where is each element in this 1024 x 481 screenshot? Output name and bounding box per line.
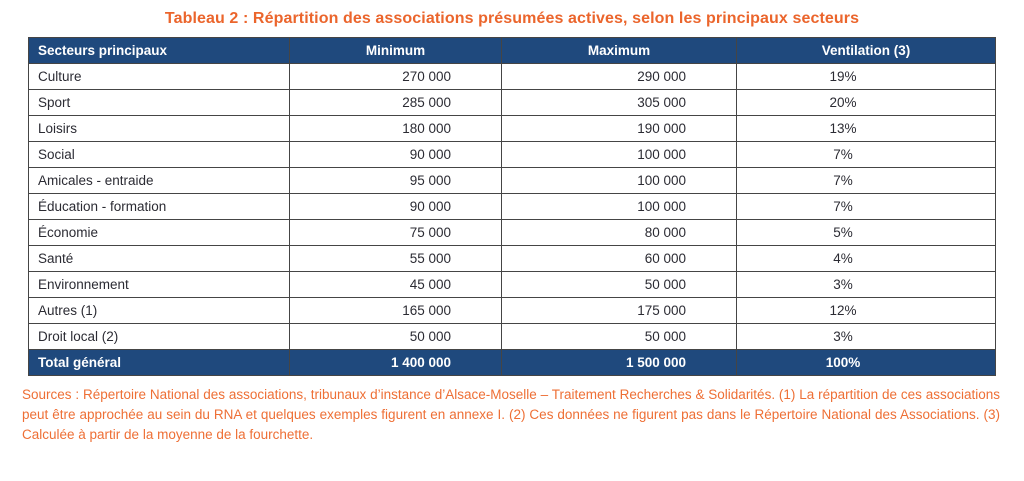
total-ventilation-value: 100% xyxy=(736,349,996,376)
table-row: Social 90 000 100 000 7% xyxy=(28,141,996,168)
header-row: Secteurs principaux Minimum Maximum Vent… xyxy=(28,37,996,64)
total-label: Total général xyxy=(28,349,290,376)
ventilation-value: 7% xyxy=(736,141,996,168)
minimum-value: 75 000 xyxy=(289,219,502,246)
table-row: Culture 270 000 290 000 19% xyxy=(28,63,996,90)
sector-label: Amicales - entraide xyxy=(28,167,290,194)
ventilation-value: 7% xyxy=(736,193,996,220)
maximum-value: 50 000 xyxy=(501,271,737,298)
ventilation-value: 7% xyxy=(736,167,996,194)
table-row: Amicales - entraide 95 000 100 000 7% xyxy=(28,167,996,194)
ventilation-value: 19% xyxy=(736,63,996,90)
maximum-value: 100 000 xyxy=(501,193,737,220)
sector-label: Économie xyxy=(28,219,290,246)
table-row: Économie 75 000 80 000 5% xyxy=(28,219,996,246)
total-maximum-value: 1 500 000 xyxy=(501,349,737,376)
column-header-ventilation: Ventilation (3) xyxy=(736,37,996,64)
maximum-value: 290 000 xyxy=(501,63,737,90)
column-header-secteurs-principaux: Secteurs principaux xyxy=(28,37,290,64)
ventilation-value: 13% xyxy=(736,115,996,142)
sector-label: Santé xyxy=(28,245,290,272)
table-title: Tableau 2 : Répartition des associations… xyxy=(164,10,860,27)
maximum-value: 50 000 xyxy=(501,323,737,350)
ventilation-value: 3% xyxy=(736,271,996,298)
sources-footnote: Sources : Répertoire National des associ… xyxy=(22,387,1000,442)
table-row: Santé 55 000 60 000 4% xyxy=(28,245,996,272)
sector-label: Sport xyxy=(28,89,290,116)
column-header-maximum: Maximum xyxy=(501,37,737,64)
maximum-value: 80 000 xyxy=(501,219,737,246)
minimum-value: 270 000 xyxy=(289,63,502,90)
minimum-value: 285 000 xyxy=(289,89,502,116)
maximum-value: 175 000 xyxy=(501,297,737,324)
sector-label: Social xyxy=(28,141,290,168)
sector-label: Autres (1) xyxy=(28,297,290,324)
minimum-value: 90 000 xyxy=(289,141,502,168)
ventilation-value: 20% xyxy=(736,89,996,116)
minimum-value: 95 000 xyxy=(289,167,502,194)
ventilation-value: 3% xyxy=(736,323,996,350)
sector-label: Éducation - formation xyxy=(28,193,290,220)
table-row: Loisirs 180 000 190 000 13% xyxy=(28,115,996,142)
ventilation-value: 5% xyxy=(736,219,996,246)
ventilation-value: 4% xyxy=(736,245,996,272)
table-row: Environnement 45 000 50 000 3% xyxy=(28,271,996,298)
document-page: Tableau 2 : Répartition des associations… xyxy=(0,10,1024,481)
maximum-value: 305 000 xyxy=(501,89,737,116)
minimum-value: 165 000 xyxy=(289,297,502,324)
total-minimum-value: 1 400 000 xyxy=(289,349,502,376)
maximum-value: 60 000 xyxy=(501,245,737,272)
maximum-value: 100 000 xyxy=(501,167,737,194)
column-header-minimum: Minimum xyxy=(289,37,502,64)
minimum-value: 90 000 xyxy=(289,193,502,220)
maximum-value: 190 000 xyxy=(501,115,737,142)
maximum-value: 100 000 xyxy=(501,141,737,168)
minimum-value: 180 000 xyxy=(289,115,502,142)
sector-label: Environnement xyxy=(28,271,290,298)
minimum-value: 45 000 xyxy=(289,271,502,298)
table-row: Sport 285 000 305 000 20% xyxy=(28,89,996,116)
sector-label: Loisirs xyxy=(28,115,290,142)
sectors-table: Secteurs principaux Minimum Maximum Vent… xyxy=(28,37,996,376)
minimum-value: 55 000 xyxy=(289,245,502,272)
sector-label: Culture xyxy=(28,63,290,90)
sector-label: Droit local (2) xyxy=(28,323,290,350)
total-row: Total général 1 400 000 1 500 000 100% xyxy=(28,349,996,376)
ventilation-value: 12% xyxy=(736,297,996,324)
table-row: Éducation - formation 90 000 100 000 7% xyxy=(28,193,996,220)
table-row: Droit local (2) 50 000 50 000 3% xyxy=(28,323,996,350)
minimum-value: 50 000 xyxy=(289,323,502,350)
table-row: Autres (1) 165 000 175 000 12% xyxy=(28,297,996,324)
